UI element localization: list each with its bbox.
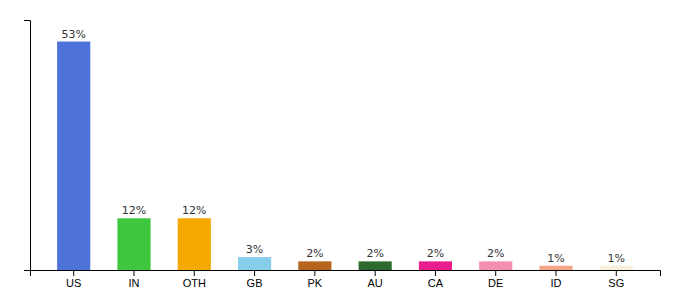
- data-label: 12%: [122, 204, 146, 217]
- data-label: 53%: [61, 28, 85, 41]
- bar: [117, 218, 150, 270]
- x-tick-mark: [495, 270, 496, 276]
- data-label: 3%: [246, 243, 263, 256]
- data-labels: 53% 12% 12% 3% 2% 2% 2% 2% 1% 1%: [61, 28, 625, 265]
- y-axis-line: [24, 21, 31, 271]
- x-tick-label: PK: [308, 277, 323, 289]
- bar: [419, 261, 452, 270]
- x-tick-mark: [133, 270, 134, 276]
- data-label: 2%: [487, 247, 504, 260]
- data-label: 2%: [366, 247, 383, 260]
- bar: [479, 261, 512, 270]
- x-tick-mark: [194, 270, 195, 276]
- data-label: 2%: [427, 247, 444, 260]
- x-tick-label: SG: [608, 277, 624, 289]
- x-tick-label: DE: [488, 277, 503, 289]
- bar: [359, 261, 392, 270]
- x-tick-label: CA: [428, 277, 444, 289]
- y-axis: [24, 21, 31, 271]
- x-tick-mark: [314, 270, 315, 276]
- data-label: 2%: [306, 247, 323, 260]
- x-axis: US IN OTH GB PK AU CA DE ID SG: [31, 270, 661, 289]
- x-tick-label: IN: [128, 277, 139, 289]
- x-tick-mark: [73, 270, 74, 276]
- plot: US IN OTH GB PK AU CA DE ID SG 53% 12% 12% 3% 2% 2% 2% 2%…: [24, 21, 661, 289]
- data-label: 12%: [182, 204, 206, 217]
- x-tick-label: AU: [368, 277, 383, 289]
- bars: [57, 42, 633, 270]
- x-tick-mark: [375, 270, 376, 276]
- bar: [298, 261, 331, 270]
- x-tick-mark: [556, 270, 557, 276]
- bar: [57, 42, 90, 270]
- data-label: 1%: [608, 252, 625, 265]
- bar: [238, 257, 271, 270]
- x-tick-label: ID: [551, 277, 562, 289]
- x-tick-label: OTH: [183, 277, 206, 289]
- bar: [178, 218, 211, 270]
- x-tick: IN: [128, 270, 139, 289]
- data-label: 1%: [547, 252, 564, 265]
- x-tick-mark: [435, 270, 436, 276]
- x-tick: SG: [608, 270, 624, 289]
- x-tick-mark: [254, 270, 255, 276]
- chart: US IN OTH GB PK AU CA DE ID SG 53% 12% 12% 3% 2% 2% 2% 2%…: [0, 0, 680, 300]
- x-tick: ID: [551, 270, 562, 289]
- x-tick: DE: [488, 270, 503, 289]
- x-tick-mark: [616, 270, 617, 276]
- x-tick: US: [66, 270, 81, 289]
- x-tick-label: GB: [247, 277, 263, 289]
- x-tick: AU: [368, 270, 383, 289]
- bar: [539, 266, 572, 270]
- x-tick: OTH: [183, 270, 206, 289]
- x-tick-label: US: [66, 277, 81, 289]
- x-tick: CA: [428, 270, 444, 289]
- x-tick: PK: [308, 270, 323, 289]
- x-axis-line: [31, 271, 661, 277]
- bar: [600, 266, 633, 270]
- x-tick: GB: [247, 270, 263, 289]
